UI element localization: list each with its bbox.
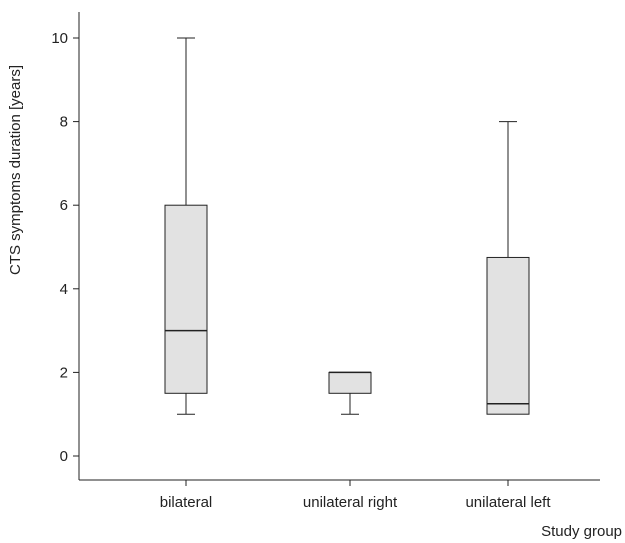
box-bilateral	[164, 37, 208, 415]
y-tick-label: 10	[51, 30, 68, 47]
y-tick-label: 6	[60, 197, 68, 214]
iqr-box	[486, 256, 530, 415]
box-unilateral-right	[328, 371, 372, 415]
x-tick-label: bilateral	[160, 494, 213, 511]
iqr-box	[328, 371, 372, 394]
y-tick-label: 2	[60, 364, 68, 381]
x-tick-label: unilateral right	[303, 494, 398, 511]
box-unilateral-left	[486, 121, 530, 415]
y-tick-label: 8	[60, 114, 68, 131]
x-axis-title: Study group	[541, 523, 622, 540]
boxes-group	[164, 37, 530, 415]
y-axis: 0 2 4 6 8 10	[51, 12, 80, 480]
y-tick-label: 4	[60, 281, 68, 298]
x-tick-label: unilateral left	[465, 494, 551, 511]
iqr-box	[164, 204, 208, 394]
x-axis: bilateral unilateral right unilateral left	[79, 479, 600, 511]
y-axis-title: CTS symptoms duration [years]	[7, 65, 24, 275]
y-tick-label: 0	[60, 448, 68, 465]
